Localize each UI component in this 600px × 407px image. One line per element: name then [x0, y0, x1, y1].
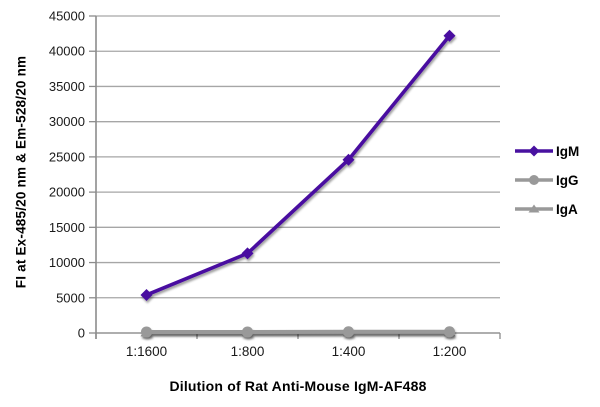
x-tick-label: 1:800	[231, 344, 265, 359]
y-tick-label: 15000	[49, 220, 85, 235]
y-axis-title: FI at Ex-485/20 nm & Em-528/20 nm	[13, 55, 29, 289]
marker-diamond	[528, 145, 540, 157]
legend-label: IgM	[556, 143, 580, 159]
y-tick-label: 20000	[49, 185, 85, 200]
series-line-igm	[144, 33, 452, 297]
legend-item-iga: IgA	[514, 197, 579, 221]
marker-diamond	[140, 288, 153, 301]
x-tick-label: 1:1600	[126, 344, 167, 359]
legend-label: IgG	[556, 172, 579, 188]
y-tick-label: 5000	[56, 290, 85, 305]
series-igm	[140, 29, 456, 301]
marker-triangle	[528, 204, 540, 213]
marker-diamond	[342, 153, 355, 166]
marker-circle	[529, 175, 539, 185]
x-tick-label: 1:400	[332, 344, 366, 359]
legend-swatch-iga	[515, 204, 553, 213]
marker-circle	[242, 326, 253, 338]
marker-circle	[444, 326, 455, 338]
y-tick-label: 40000	[49, 44, 85, 59]
series-igg	[141, 326, 455, 338]
legend: IgM IgG IgA	[514, 139, 579, 226]
legend-item-igm: IgM	[514, 139, 579, 163]
y-tick-label: 45000	[49, 9, 85, 24]
legend-item-igg: IgG	[514, 168, 579, 192]
y-tick-label: 30000	[49, 114, 85, 129]
y-tick-label: 0	[78, 326, 85, 341]
x-axis-title: Dilution of Rat Anti-Mouse IgM-AF488	[169, 378, 427, 394]
marker-diamond	[443, 29, 456, 42]
legend-swatch-igg	[515, 175, 553, 185]
legend-label: IgA	[556, 201, 578, 217]
legend-swatch-igm	[515, 145, 553, 157]
y-tick-label: 25000	[49, 149, 85, 164]
y-tick-label: 10000	[49, 255, 85, 270]
x-tick-label: 1:200	[433, 344, 467, 359]
marker-circle	[141, 326, 152, 338]
marker-diamond	[241, 247, 254, 260]
marker-circle	[343, 326, 354, 338]
y-tick-label: 35000	[49, 79, 85, 94]
